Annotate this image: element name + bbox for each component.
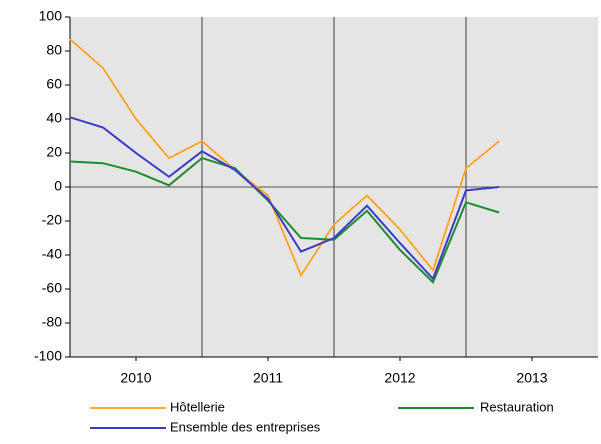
series-line — [69, 156, 500, 284]
x-tick-label: 2010 — [120, 370, 151, 386]
y-tick-label: -60 — [42, 280, 62, 296]
legend-label: Hôtellerie — [170, 399, 225, 414]
y-tick-label: 40 — [46, 110, 62, 126]
x-tick-label: 2013 — [516, 370, 547, 386]
y-tick-label: -40 — [42, 246, 62, 262]
y-tick-label: -100 — [34, 348, 62, 364]
series-line — [69, 116, 500, 281]
y-tick-label: -80 — [42, 314, 62, 330]
y-tick-label: 0 — [54, 178, 62, 194]
x-tick-label: 2011 — [253, 370, 283, 386]
legend-label: Ensemble des entreprises — [170, 419, 321, 434]
y-tick-label: -20 — [42, 212, 62, 228]
x-tick-label: 2012 — [384, 370, 415, 386]
y-tick-label: 60 — [46, 76, 62, 92]
series-line — [69, 38, 500, 278]
y-tick-label: 80 — [46, 42, 62, 58]
y-tick-label: 20 — [46, 144, 62, 160]
legend-label: Restauration — [480, 399, 554, 414]
y-tick-label: 100 — [39, 8, 63, 24]
